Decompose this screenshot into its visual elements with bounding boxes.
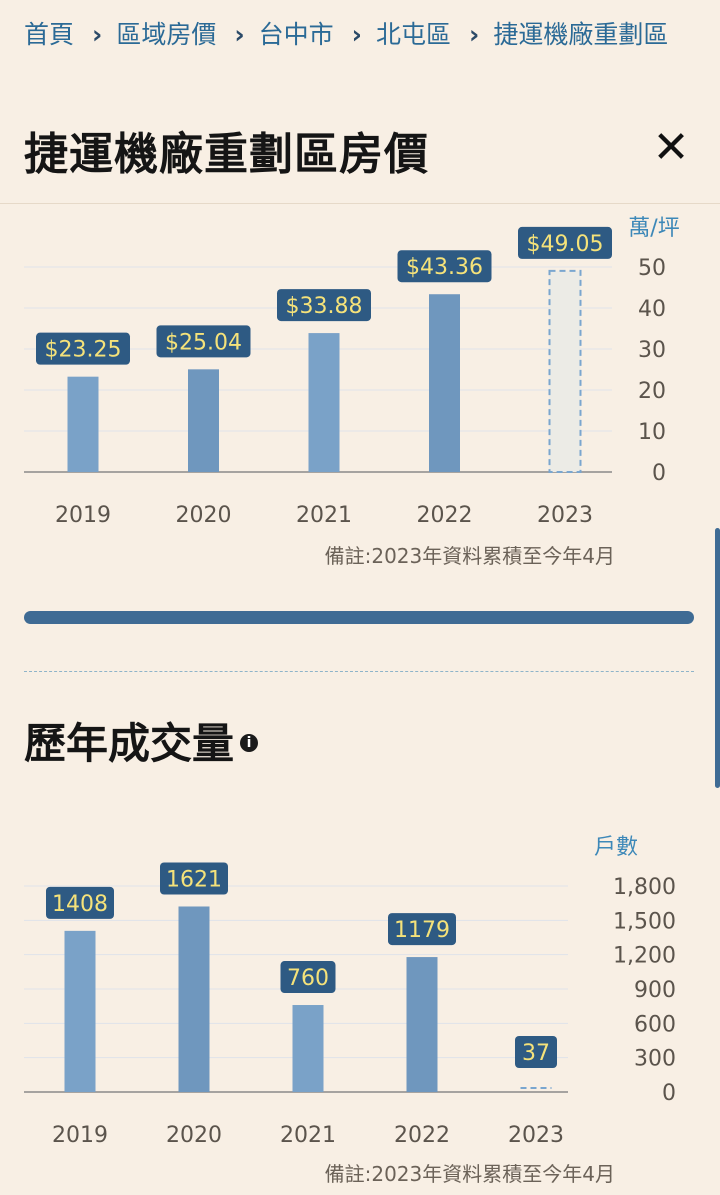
page-title: 捷運機廠重劃區房價 bbox=[24, 129, 429, 180]
x-tick-label: 2023 bbox=[537, 503, 593, 528]
volume-chart: 0 300 600 900 1,200 1,500 1,800 戶數 1408 2019 1621 2… bbox=[24, 835, 676, 1148]
y-tick-label: 20 bbox=[638, 379, 666, 404]
breadcrumb-home[interactable]: 首頁 bbox=[24, 20, 75, 49]
data-label-box bbox=[518, 226, 612, 259]
y-tick-label: 600 bbox=[634, 1012, 676, 1037]
y-tick-label: 10 bbox=[638, 420, 666, 445]
data-label: 760 bbox=[287, 966, 329, 991]
volume-section-title: 歷年成交量 i bbox=[24, 710, 259, 771]
bar bbox=[178, 906, 210, 1092]
data-label: $23.25 bbox=[45, 338, 122, 363]
x-tick-label: 2022 bbox=[417, 503, 473, 528]
divider bbox=[24, 671, 694, 672]
bar bbox=[67, 376, 99, 472]
y-tick-label: 50 bbox=[638, 256, 666, 281]
x-tick-label: 2019 bbox=[52, 1123, 108, 1148]
price-chart: 0 10 20 30 40 50 萬/坪 $23.25 2019 $25.04 2020 $33.88… bbox=[24, 216, 680, 528]
y-tick-label: 0 bbox=[652, 461, 666, 486]
y-axis-unit: 戶數 bbox=[594, 835, 638, 860]
y-tick-label: 40 bbox=[638, 297, 666, 322]
bar-projected bbox=[548, 269, 582, 473]
volume-section-title-text: 歷年成交量 bbox=[24, 719, 235, 768]
bar bbox=[64, 930, 96, 1092]
data-label-box bbox=[388, 913, 456, 946]
bar bbox=[292, 1005, 324, 1092]
y-tick-label: 30 bbox=[638, 338, 666, 363]
bar bbox=[406, 957, 438, 1092]
close-icon: ✕ bbox=[652, 121, 690, 173]
x-tick-label: 2020 bbox=[176, 503, 232, 528]
data-label-box bbox=[156, 325, 251, 358]
data-label-box bbox=[277, 289, 371, 322]
breadcrumb-region-price[interactable]: 區域房價 bbox=[116, 20, 217, 49]
x-tick-label: 2019 bbox=[55, 503, 111, 528]
y-tick-label: 1,200 bbox=[613, 944, 676, 969]
breadcrumb-district[interactable]: 北屯區 bbox=[375, 20, 451, 49]
y-tick-label: 900 bbox=[634, 978, 676, 1003]
breadcrumb: 首頁 › 區域房價 › 台中市 › 北屯區 › 捷運機廠重劃區 bbox=[24, 18, 704, 52]
close-button[interactable]: ✕ bbox=[650, 122, 692, 173]
data-label-box bbox=[36, 332, 130, 365]
data-label-box bbox=[280, 961, 336, 994]
chevron-right-icon: › bbox=[469, 20, 480, 49]
chevron-right-icon: › bbox=[92, 20, 103, 49]
bar bbox=[308, 333, 340, 472]
data-label-box bbox=[515, 1036, 557, 1068]
x-tick-label: 2020 bbox=[166, 1123, 222, 1148]
data-label: $33.88 bbox=[286, 294, 363, 319]
x-tick-label: 2022 bbox=[394, 1123, 450, 1148]
chevron-right-icon: › bbox=[234, 20, 245, 49]
price-chart-note: 備註:2023年資料累積至今年4月 bbox=[324, 544, 615, 568]
y-tick-label: 1,500 bbox=[613, 909, 676, 934]
section-progress-bar bbox=[24, 611, 694, 624]
bar bbox=[429, 294, 460, 472]
data-label-box bbox=[160, 862, 228, 895]
volume-chart-note: 備註:2023年資料累積至今年4月 bbox=[324, 1162, 615, 1186]
data-label: 1621 bbox=[166, 867, 222, 892]
x-tick-label: 2021 bbox=[296, 503, 352, 528]
data-label: $43.36 bbox=[406, 255, 483, 280]
y-axis-unit: 萬/坪 bbox=[628, 216, 679, 241]
breadcrumb-zone[interactable]: 捷運機廠重劃區 bbox=[493, 20, 669, 49]
data-label: $49.05 bbox=[527, 232, 604, 257]
y-tick-label: 1,800 bbox=[613, 875, 676, 900]
divider bbox=[0, 203, 720, 204]
breadcrumb-city[interactable]: 台中市 bbox=[258, 20, 334, 49]
data-label: $25.04 bbox=[165, 330, 242, 355]
info-icon[interactable]: i bbox=[240, 733, 259, 752]
bar bbox=[188, 369, 219, 472]
y-tick-label: 0 bbox=[662, 1081, 676, 1106]
data-label: 37 bbox=[522, 1041, 550, 1066]
data-label: 1408 bbox=[52, 892, 108, 917]
y-tick-label: 300 bbox=[634, 1047, 676, 1072]
data-label: 1179 bbox=[394, 918, 450, 943]
chevron-right-icon: › bbox=[351, 20, 362, 49]
scrollbar[interactable] bbox=[715, 528, 720, 788]
x-tick-label: 2023 bbox=[508, 1123, 564, 1148]
data-label-box bbox=[46, 886, 114, 919]
x-tick-label: 2021 bbox=[280, 1123, 336, 1148]
data-label-box bbox=[397, 250, 492, 283]
